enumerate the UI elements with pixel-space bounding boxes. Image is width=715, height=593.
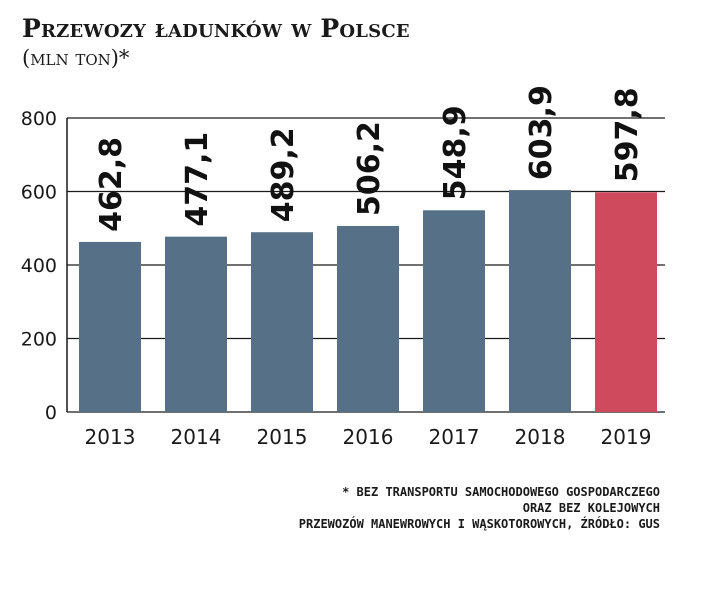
value-label-2016: 506,2 [352, 121, 387, 216]
y-tick-label-600: 600 [21, 182, 57, 204]
x-tick-label-2015: 2015 [257, 425, 308, 449]
bar-2017 [423, 210, 485, 412]
footnote-line-1: * BEZ TRANSPORTU SAMOCHODOWEGO GOSPODARC… [342, 485, 660, 499]
chart-subtitle: (mln ton)* [22, 46, 130, 70]
value-label-2013: 462,8 [94, 137, 129, 232]
x-tick-label-2019: 2019 [601, 425, 652, 449]
footnote-line-3: PRZEWOZÓW MANEWROWYCH I WĄSKOTOROWYCH, Ź… [298, 517, 660, 531]
value-label-2014: 477,1 [180, 132, 215, 227]
footnote: * BEZ TRANSPORTU SAMOCHODOWEGO GOSPODARC… [299, 484, 660, 532]
bar-2019 [595, 192, 657, 412]
x-tick-label-2013: 2013 [85, 425, 136, 449]
value-label-2019: 597,8 [610, 87, 645, 182]
bar-2015 [251, 232, 313, 412]
chart-title: Przewozy ładunków w Polsce [22, 14, 410, 43]
footnote-line-2: ORAZ BEZ KOLEJOWYCH [522, 501, 660, 515]
value-label-2015: 489,2 [266, 127, 301, 222]
y-tick-label-400: 400 [21, 255, 57, 277]
y-tick-label-0: 0 [45, 402, 57, 424]
value-label-2017: 548,9 [438, 105, 473, 200]
bar-chart: 0 200 400 600 800 462,8 2013 477,1 2014 489,2 2015… [21, 85, 665, 449]
x-tick-label-2017: 2017 [429, 425, 480, 449]
x-tick-label-2014: 2014 [171, 425, 222, 449]
bar-2013 [79, 241, 141, 412]
bar-2014 [165, 236, 227, 412]
y-tick-label-200: 200 [21, 329, 57, 351]
x-tick-label-2016: 2016 [343, 425, 394, 449]
y-tick-label-800: 800 [21, 108, 57, 130]
bar-2018 [509, 190, 571, 412]
x-tick-label-2018: 2018 [515, 425, 566, 449]
value-label-2018: 603,9 [524, 85, 559, 180]
bar-2016 [337, 225, 399, 412]
